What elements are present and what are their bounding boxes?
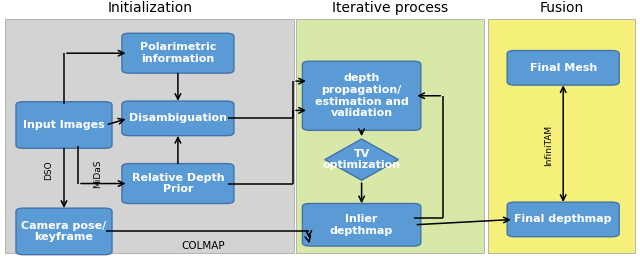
FancyBboxPatch shape <box>16 208 112 255</box>
Text: Fusion: Fusion <box>539 1 584 15</box>
FancyBboxPatch shape <box>122 33 234 73</box>
FancyBboxPatch shape <box>302 61 421 130</box>
Text: Final Mesh: Final Mesh <box>529 63 597 73</box>
Text: Camera pose/
keyframe: Camera pose/ keyframe <box>21 221 107 242</box>
FancyBboxPatch shape <box>296 19 484 253</box>
Text: Initialization: Initialization <box>108 1 192 15</box>
FancyBboxPatch shape <box>507 202 620 237</box>
Text: Inlier
depthmap: Inlier depthmap <box>330 214 393 236</box>
Text: InfiniTAM: InfiniTAM <box>545 124 554 165</box>
Text: Disambiguation: Disambiguation <box>129 113 227 123</box>
Polygon shape <box>324 139 398 180</box>
Text: DSO: DSO <box>44 160 53 180</box>
Text: MiDaS: MiDaS <box>93 160 102 189</box>
FancyBboxPatch shape <box>122 164 234 203</box>
FancyBboxPatch shape <box>16 102 112 148</box>
Text: COLMAP: COLMAP <box>182 241 225 251</box>
FancyBboxPatch shape <box>488 19 635 253</box>
Text: depth
propagation/
estimation and
validation: depth propagation/ estimation and valida… <box>315 73 408 118</box>
FancyBboxPatch shape <box>302 203 421 246</box>
FancyBboxPatch shape <box>507 51 620 85</box>
Text: Relative Depth
Prior: Relative Depth Prior <box>132 173 224 194</box>
Text: Iterative process: Iterative process <box>332 1 448 15</box>
FancyBboxPatch shape <box>5 19 294 253</box>
Text: Final depthmap: Final depthmap <box>515 214 612 225</box>
FancyBboxPatch shape <box>122 101 234 136</box>
Text: Input Images: Input Images <box>23 120 105 130</box>
Text: Polarimetric
information: Polarimetric information <box>140 42 216 64</box>
Text: TV
optimization: TV optimization <box>323 149 401 171</box>
